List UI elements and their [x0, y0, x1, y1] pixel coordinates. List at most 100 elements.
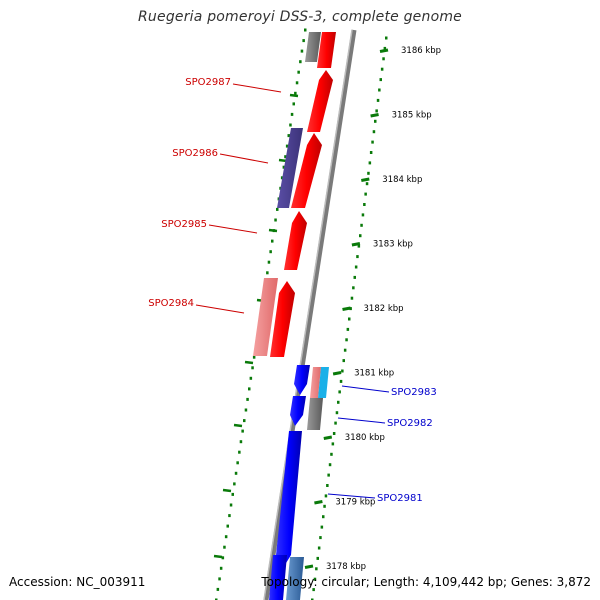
- inner-dotted-guide-dot: [300, 49, 304, 53]
- inner-dotted-guide-dot: [249, 376, 253, 380]
- gene-red-spo2984: [270, 281, 295, 357]
- scale-tick: [304, 564, 314, 569]
- outer-dotted-guide-dot: [320, 525, 324, 529]
- inner-dotted-guide-dot: [243, 419, 246, 423]
- outer-dotted-guide-dot: [337, 400, 340, 404]
- inner-dotted-guide-dot: [252, 355, 256, 359]
- topology-text: Topology: circular; Length: 4,109,442 bp…: [261, 575, 591, 589]
- inner-scale-tick: [233, 423, 243, 428]
- scale-tick: [314, 500, 323, 505]
- accession-text: Accession: NC_003911: [9, 575, 146, 589]
- inner-dotted-guide-dot: [238, 450, 241, 454]
- outer-dotted-guide-dot: [313, 577, 317, 581]
- scale-label: 3182 kbp: [364, 304, 404, 314]
- outer-dotted-guide-dot: [334, 421, 337, 425]
- outer-dotted-guide-dot: [371, 140, 374, 144]
- outer-dotted-guide-dot: [354, 265, 358, 269]
- inner-dotted-guide-dot: [284, 155, 287, 159]
- inner-dotted-guide-dot: [274, 218, 277, 222]
- outer-dotted-guide-dot: [323, 504, 326, 508]
- outer-dotted-guide-dot: [322, 515, 325, 519]
- outer-dotted-guide-dot: [353, 275, 356, 279]
- outer-dotted-guide-dot: [359, 234, 362, 238]
- inner-scale-tick: [289, 93, 299, 98]
- outer-dotted-guide-dot: [376, 98, 380, 102]
- outer-dotted-guide-dot: [369, 151, 373, 154]
- inner-dotted-guide-dot: [299, 60, 302, 64]
- outer-dotted-guide-dot: [315, 567, 318, 571]
- inner-dotted-guide-dot: [292, 102, 295, 106]
- scale-tick: [332, 371, 342, 376]
- feature-track-inner: [307, 367, 329, 430]
- inner-dotted-guide-dot: [285, 144, 289, 148]
- inner-dotted-guide-dot: [226, 524, 229, 528]
- inner-dotted-guide-dot: [297, 70, 300, 74]
- outer-dotted-guide-dot: [357, 244, 361, 248]
- inner-dotted-guide-dot: [231, 492, 234, 496]
- scale-tick: [342, 306, 351, 311]
- gene-red-spo2985: [284, 211, 307, 270]
- inner-dotted-guide-dot: [304, 28, 307, 32]
- inner-dotted-guide-dot: [224, 535, 228, 539]
- map-title: Ruegeria pomeroyi DSS-3, complete genome: [138, 9, 462, 25]
- outer-dotted-guide-dot: [339, 379, 343, 383]
- outer-dotted-guide-dot: [367, 171, 370, 175]
- scale-tick: [370, 113, 379, 118]
- outer-dotted-guide-dot: [350, 296, 354, 300]
- inner-dotted-guide-dot: [244, 408, 248, 412]
- inner-dotted-guide-dot: [228, 514, 231, 518]
- feature-track-forward: [270, 32, 336, 357]
- gene-label-spo2981: SPO2981: [377, 493, 423, 504]
- inner-dotted-guide-dot: [287, 134, 290, 138]
- inner-dotted-guide-dot: [248, 387, 251, 391]
- inner-dotted-guide-dot: [294, 91, 297, 95]
- gene-red-spo2987: [307, 70, 333, 132]
- outer-dotted-guide-dot: [382, 57, 385, 61]
- inner-scale-tick: [213, 554, 223, 559]
- gene-label-spo2983: SPO2983: [391, 387, 437, 398]
- gene-steel-bottom: [286, 557, 304, 600]
- gene-label-spo2986: SPO2986: [172, 148, 218, 159]
- inner-dotted-guide-dot: [239, 440, 243, 444]
- outer-dotted-guide-dot: [346, 327, 350, 331]
- outer-dotted-guide-dot: [312, 588, 315, 592]
- outer-dotted-guide-dot: [338, 390, 341, 394]
- inner-dotted-guide-dot: [290, 112, 294, 116]
- outer-dotted-guide-dot: [378, 88, 381, 92]
- outer-dotted-guide-dot: [360, 223, 363, 227]
- gene-red-spo2986: [291, 133, 322, 208]
- inner-dotted-guide-dot: [233, 482, 236, 486]
- outer-dotted-guide-dot: [361, 213, 365, 217]
- inner-dotted-guide-dot: [295, 81, 299, 85]
- inner-dotted-guide-dot: [223, 545, 226, 549]
- feature-cyan-spo2983: [318, 367, 329, 398]
- feature-track-reverse: [269, 365, 310, 600]
- feature-purple-spo2986: [277, 128, 303, 208]
- outer-dotted-guide-dot: [328, 463, 332, 467]
- inner-dotted-guide-dot: [221, 556, 225, 560]
- inner-dotted-guide-dot: [234, 471, 238, 475]
- outer-dotted-guide-dot: [331, 442, 335, 446]
- outer-dotted-guide-dot: [363, 203, 366, 206]
- inner-scale-tick: [244, 360, 254, 365]
- inner-dotted-guide-dot: [289, 123, 292, 127]
- inner-dotted-guide-dot: [276, 207, 279, 211]
- feature-pink-small: [310, 367, 321, 398]
- outer-dotted-guide-dot: [319, 536, 322, 540]
- gene-label-spo2985: SPO2985: [161, 219, 207, 230]
- outer-dotted-guide-dot: [372, 130, 376, 134]
- feature-pink-spo2984: [253, 278, 278, 356]
- scale-tick: [379, 48, 389, 53]
- scale-label: 3183 kbp: [373, 240, 413, 250]
- inner-dotted-guide-dot: [236, 461, 239, 465]
- inner-dotted-guide-dot: [271, 239, 274, 243]
- gene-blue-bottom: [269, 555, 287, 600]
- backbone: [263, 29, 357, 600]
- outer-dotted-guide-dot: [345, 338, 348, 342]
- gene-label-spo2982: SPO2982: [387, 418, 433, 429]
- gene-blue-1: [294, 365, 310, 395]
- inner-dotted-guide-dot: [269, 250, 272, 254]
- outer-dotted-guide-dot: [311, 598, 314, 600]
- scale-label: 3179 kbp: [335, 498, 375, 508]
- outer-dotted-guide-dot: [335, 411, 339, 415]
